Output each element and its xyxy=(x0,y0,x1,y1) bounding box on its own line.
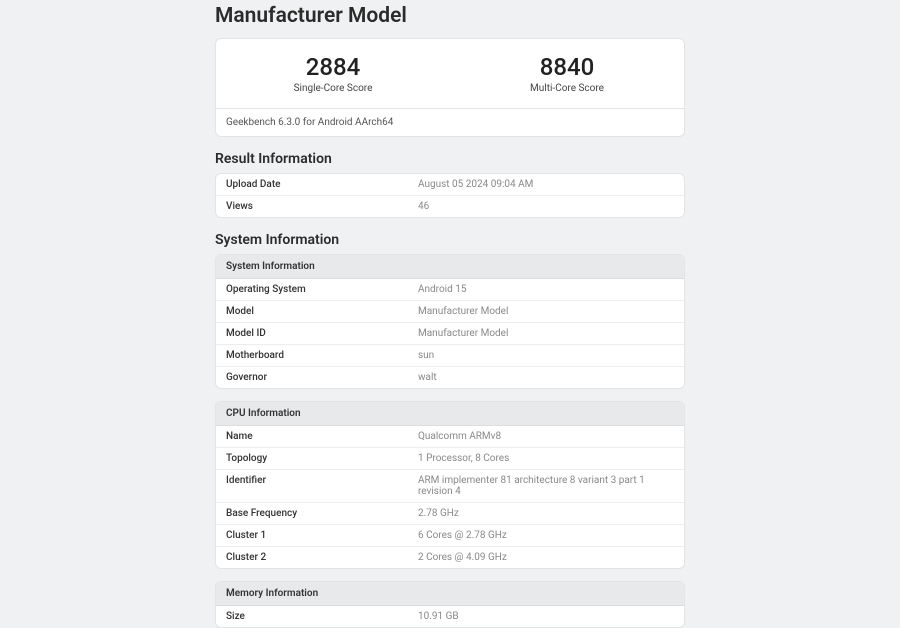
system-info-card: System Information Operating System Andr… xyxy=(215,254,685,389)
memory-info-header: Memory Information xyxy=(216,582,684,606)
benchmark-page: Manufacturer Model 2884 Single-Core Scor… xyxy=(215,0,685,628)
version-text: Geekbench 6.3.0 for Android AArch64 xyxy=(216,109,684,136)
row-label: Governor xyxy=(216,367,408,388)
single-core-value: 2884 xyxy=(224,53,442,81)
table-row: Size 10.91 GB xyxy=(216,606,684,627)
system-info-title: System Information xyxy=(215,232,685,248)
row-label: Views xyxy=(216,196,408,217)
cpu-info-header: CPU Information xyxy=(216,402,684,426)
row-value: Android 15 xyxy=(408,279,684,300)
table-row: Model Manufacturer Model xyxy=(216,301,684,323)
system-info-header: System Information xyxy=(216,255,684,279)
table-row: Governor walt xyxy=(216,367,684,388)
scores-card: 2884 Single-Core Score 8840 Multi-Core S… xyxy=(215,38,685,137)
row-value: Manufacturer Model xyxy=(408,323,684,344)
multi-core-value: 8840 xyxy=(458,53,676,81)
row-value: Manufacturer Model xyxy=(408,301,684,322)
table-row: Topology 1 Processor, 8 Cores xyxy=(216,448,684,470)
table-row: Cluster 1 6 Cores @ 2.78 GHz xyxy=(216,525,684,547)
row-value: sun xyxy=(408,345,684,366)
single-core-label: Single-Core Score xyxy=(224,83,442,94)
table-row: Operating System Android 15 xyxy=(216,279,684,301)
row-value: walt xyxy=(408,367,684,388)
row-label: Upload Date xyxy=(216,174,408,195)
row-label: Model ID xyxy=(216,323,408,344)
row-value: Qualcomm ARMv8 xyxy=(408,426,684,447)
result-info-title: Result Information xyxy=(215,151,685,167)
cpu-info-card: CPU Information Name Qualcomm ARMv8 Topo… xyxy=(215,401,685,569)
row-label: Operating System xyxy=(216,279,408,300)
table-row: Upload Date August 05 2024 09:04 AM xyxy=(216,174,684,196)
row-value: ARM implementer 81 architecture 8 varian… xyxy=(408,470,684,502)
row-label: Topology xyxy=(216,448,408,469)
row-label: Cluster 1 xyxy=(216,525,408,546)
row-label: Cluster 2 xyxy=(216,547,408,568)
multi-core-cell: 8840 Multi-Core Score xyxy=(450,39,684,108)
row-label: Motherboard xyxy=(216,345,408,366)
table-row: Cluster 2 2 Cores @ 4.09 GHz xyxy=(216,547,684,568)
row-value: 2.78 GHz xyxy=(408,503,684,524)
table-row: Base Frequency 2.78 GHz xyxy=(216,503,684,525)
page-title: Manufacturer Model xyxy=(215,4,685,28)
memory-info-card: Memory Information Size 10.91 GB xyxy=(215,581,685,628)
row-value: 1 Processor, 8 Cores xyxy=(408,448,684,469)
table-row: Model ID Manufacturer Model xyxy=(216,323,684,345)
row-label: Identifier xyxy=(216,470,408,502)
row-value: 10.91 GB xyxy=(408,606,684,627)
table-row: Motherboard sun xyxy=(216,345,684,367)
row-value: 6 Cores @ 2.78 GHz xyxy=(408,525,684,546)
row-label: Size xyxy=(216,606,408,627)
single-core-cell: 2884 Single-Core Score xyxy=(216,39,450,108)
table-row: Name Qualcomm ARMv8 xyxy=(216,426,684,448)
row-label: Base Frequency xyxy=(216,503,408,524)
scores-row: 2884 Single-Core Score 8840 Multi-Core S… xyxy=(216,39,684,109)
row-label: Model xyxy=(216,301,408,322)
row-value: August 05 2024 09:04 AM xyxy=(408,174,684,195)
result-info-card: Upload Date August 05 2024 09:04 AM View… xyxy=(215,173,685,218)
row-value: 2 Cores @ 4.09 GHz xyxy=(408,547,684,568)
table-row: Views 46 xyxy=(216,196,684,217)
row-value: 46 xyxy=(408,196,684,217)
table-row: Identifier ARM implementer 81 architectu… xyxy=(216,470,684,503)
multi-core-label: Multi-Core Score xyxy=(458,83,676,94)
row-label: Name xyxy=(216,426,408,447)
